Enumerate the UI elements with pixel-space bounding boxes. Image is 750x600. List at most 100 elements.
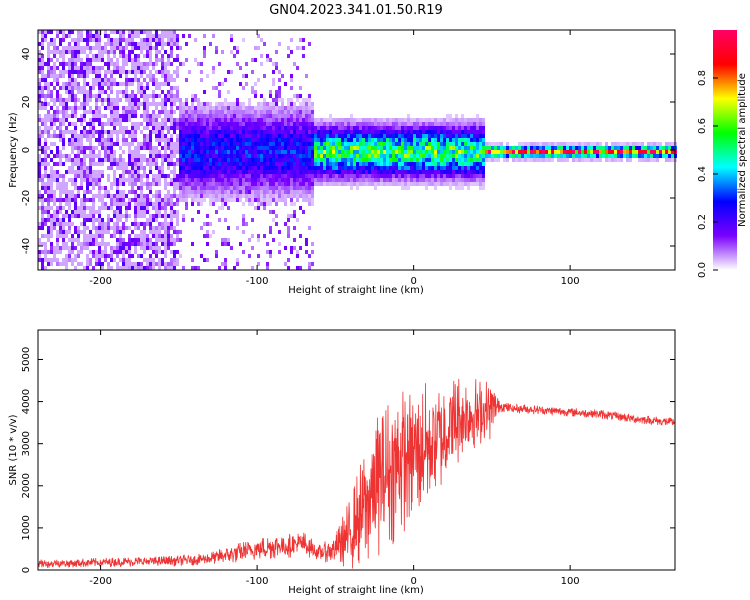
- spectrogram-cell: [137, 126, 140, 130]
- spectrogram-cell: [284, 82, 287, 86]
- spectrogram-cell: [89, 90, 92, 94]
- spectrogram-cell: [80, 102, 83, 106]
- spectrogram-cell: [278, 190, 281, 194]
- spectrogram-cell: [239, 142, 242, 146]
- spectrogram-cell: [446, 146, 449, 150]
- spectrogram-cell: [101, 130, 104, 134]
- spectrogram-cell: [98, 214, 101, 218]
- spectrogram-cell: [116, 198, 119, 202]
- spectrogram-cell: [308, 194, 311, 198]
- spectrogram-cell: [176, 198, 179, 202]
- spectrogram-cell: [131, 178, 134, 182]
- spectrogram-cell: [149, 150, 152, 154]
- spectrogram-cell: [347, 138, 350, 142]
- spectrogram-cell: [479, 118, 482, 122]
- spectrogram-cell: [83, 206, 86, 210]
- spectrogram-cell: [401, 118, 404, 122]
- spectrogram-cell: [182, 110, 185, 114]
- spectrogram-cell: [425, 178, 428, 182]
- spectrogram-cell: [164, 250, 167, 254]
- spectrogram-cell: [101, 230, 104, 234]
- spectrogram-cell: [74, 102, 77, 106]
- spectrogram-cell: [74, 130, 77, 134]
- spectrogram-cell: [194, 94, 197, 98]
- spectrogram-cell: [251, 194, 254, 198]
- spectrogram-cell: [566, 150, 569, 154]
- spectrogram-cell: [458, 126, 461, 130]
- spectrogram-cell: [224, 154, 227, 158]
- spectrogram-cell: [410, 138, 413, 142]
- spectrogram-cell: [338, 126, 341, 130]
- spectrogram-cell: [215, 106, 218, 110]
- spectrogram-cell: [80, 142, 83, 146]
- spectrogram-cell: [50, 150, 53, 154]
- spectrogram-cell: [437, 122, 440, 126]
- spectrogram-cell: [401, 122, 404, 126]
- spectrogram-cell: [452, 162, 455, 166]
- spectrogram-cell: [425, 138, 428, 142]
- spectrogram-cell: [362, 162, 365, 166]
- spectrogram-cell: [89, 118, 92, 122]
- spectrogram-cell: [86, 38, 89, 42]
- spectrogram-cell: [131, 122, 134, 126]
- spectrogram-cell: [203, 142, 206, 146]
- spectrogram-cell: [653, 150, 656, 154]
- spectrogram-cell: [335, 178, 338, 182]
- spectrogram-cell: [221, 110, 224, 114]
- spectrogram-cell: [143, 98, 146, 102]
- spectrogram-cell: [140, 182, 143, 186]
- spectrogram-cell: [209, 190, 212, 194]
- spectrogram-cell: [38, 94, 41, 98]
- spectrogram-cell: [194, 170, 197, 174]
- spectrogram-cell: [458, 158, 461, 162]
- spectrogram-cell: [299, 194, 302, 198]
- spectrogram-cell: [386, 118, 389, 122]
- spectrogram-cell: [50, 250, 53, 254]
- spectrogram-cell: [458, 182, 461, 186]
- spectrogram-cell: [296, 166, 299, 170]
- spectrogram-cell: [185, 142, 188, 146]
- spectrogram-cell: [179, 118, 182, 122]
- spectrogram-cell: [200, 182, 203, 186]
- spectrogram-cell: [59, 158, 62, 162]
- spectrogram-cell: [71, 46, 74, 50]
- spectrogram-cell: [311, 182, 314, 186]
- spectrogram-cell: [353, 138, 356, 142]
- spectrogram-cell: [170, 126, 173, 130]
- spectrogram-cell: [245, 154, 248, 158]
- spectrogram-cell: [266, 178, 269, 182]
- spectrogram-cell: [149, 226, 152, 230]
- spectrogram-cell: [158, 130, 161, 134]
- spectrogram-cell: [122, 174, 125, 178]
- spectrogram-cell: [146, 246, 149, 250]
- spectrogram-cell: [191, 190, 194, 194]
- spectrogram-cell: [380, 134, 383, 138]
- spectrogram-cell: [446, 150, 449, 154]
- spectrogram-cell: [146, 54, 149, 58]
- spectrogram-cell: [125, 86, 128, 90]
- spectrogram-cell: [353, 170, 356, 174]
- spectrogram-cell: [293, 178, 296, 182]
- spectrogram-cell: [236, 190, 239, 194]
- spectrogram-cell: [71, 70, 74, 74]
- spectrogram-cell: [371, 162, 374, 166]
- spectrogram-cell: [206, 142, 209, 146]
- spectrogram-cell: [74, 194, 77, 198]
- spectrogram-cell: [110, 122, 113, 126]
- spectrogram-cell: [224, 146, 227, 150]
- spectrogram-cell: [356, 158, 359, 162]
- spectrogram-cell: [143, 66, 146, 70]
- spectrogram-cell: [203, 150, 206, 154]
- spectrogram-cell: [530, 146, 533, 150]
- spectrogram-cell: [350, 174, 353, 178]
- spectrogram-cell: [44, 62, 47, 66]
- spectrogram-cell: [185, 206, 188, 210]
- spectrogram-cell: [218, 126, 221, 130]
- spectrogram-cell: [449, 166, 452, 170]
- spectrogram-cell: [359, 126, 362, 130]
- spectrogram-cell: [83, 194, 86, 198]
- spectrogram-cell: [173, 130, 176, 134]
- spectrogram-cell: [212, 126, 215, 130]
- spectrogram-cell: [500, 154, 503, 158]
- spectrogram-cell: [245, 82, 248, 86]
